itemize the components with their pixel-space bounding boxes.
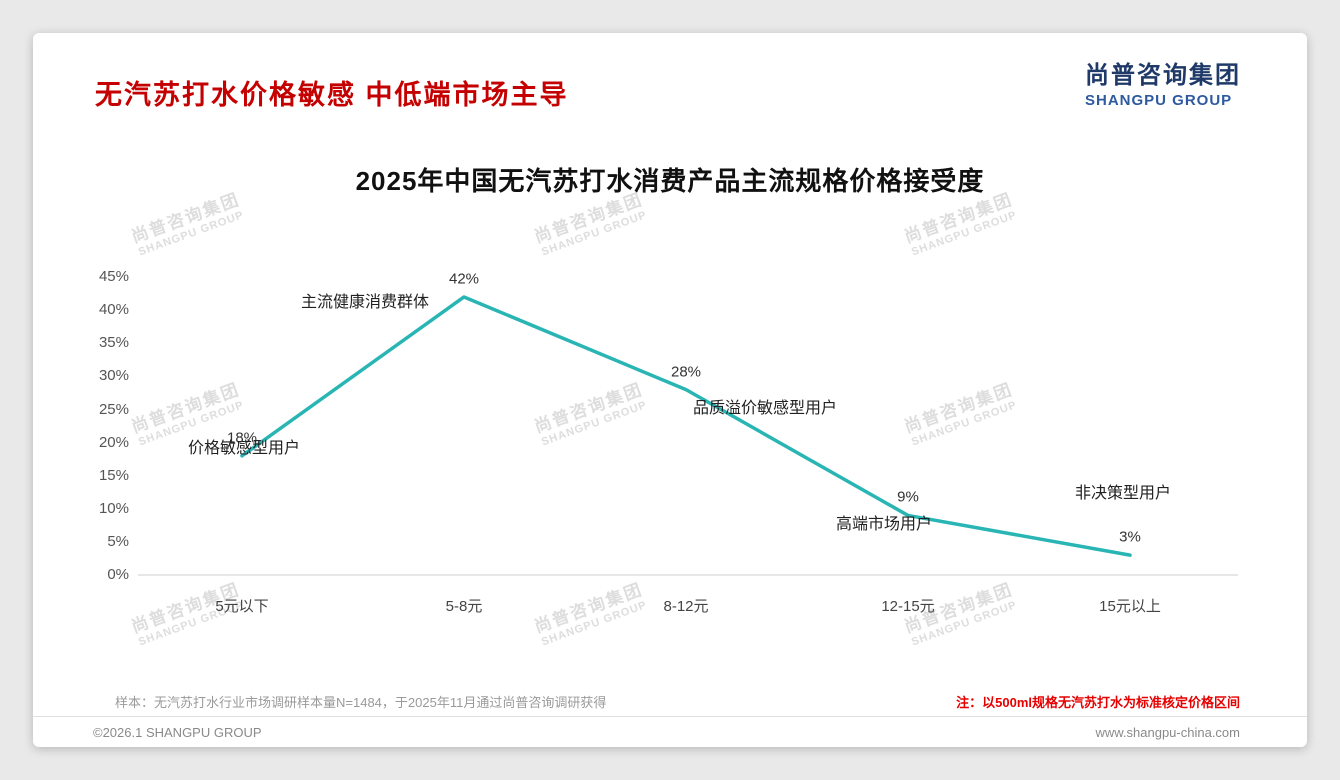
data-point-label: 18% [226,429,258,447]
segment-annotation: 价格敏感型用户 [187,439,301,457]
segment-annotation: 高端市场用户 [835,516,933,534]
data-point-label: 3% [1119,528,1141,546]
x-axis-label: 12-15元 [881,598,935,615]
y-axis-tick: 40% [98,301,129,319]
website-text: www.shangpu-china.com [1095,725,1240,740]
x-axis-label: 5元以下 [215,598,269,615]
y-axis-tick: 25% [98,400,129,418]
copyright-text: ©2026.1 SHANGPU GROUP [93,725,262,740]
data-point-label: 42% [448,270,480,288]
line-chart: 0% 5% 10% 15% 20% 25% 30% 35% 40% 45% 5元以下 5-8元 8-12… [93,268,1273,615]
sample-note: 样本：无汽苏打水行业市场调研样本量N=1484，于2025年11月通过尚普咨询调… [115,695,607,710]
segment-annotation: 非决策型用户 [1074,485,1172,503]
company-logo: 尚普咨询集团 SHANGPU GROUP [1085,55,1241,109]
y-axis-tick: 5% [107,532,129,550]
y-axis-tick: 20% [98,433,129,451]
x-axis-label: 5-8元 [445,598,483,615]
chart-canvas [138,295,1238,576]
footer-divider [33,716,1307,717]
y-axis-tick: 15% [98,466,129,484]
logo-en-text: SHANGPU GROUP [1085,92,1233,109]
x-axis-label: 15元以上 [1099,598,1161,615]
y-axis-tick: 35% [98,334,129,352]
y-axis-tick: 30% [98,367,129,385]
segment-annotation: 品质溢价敏感型用户 [692,399,838,417]
logo-cn-text: 尚普咨询集团 [1085,62,1241,89]
y-axis-tick: 45% [98,268,129,286]
slide-card: 尚普咨询集团 SHANGPU GROUP 尚普咨询集团 SHANGPU GROUP 尚普… [33,33,1307,747]
chart-title: 2025年中国无汽苏打水消费产品主流规格价格接受度 [355,166,985,196]
data-point-label: 9% [897,488,919,506]
x-axis-label: 8-12元 [663,598,709,615]
page-title: 无汽苏打水价格敏感 中低端市场主导 [95,80,569,110]
price-basis-note: 注：以500ml规格无汽苏打水为标准核定价格区间 [956,695,1240,710]
y-axis-tick: 10% [98,499,129,517]
trend-line [240,295,1132,557]
data-point-label: 28% [670,363,702,381]
y-axis-tick: 0% [107,566,129,583]
segment-annotation: 主流健康消费群体 [300,293,430,311]
